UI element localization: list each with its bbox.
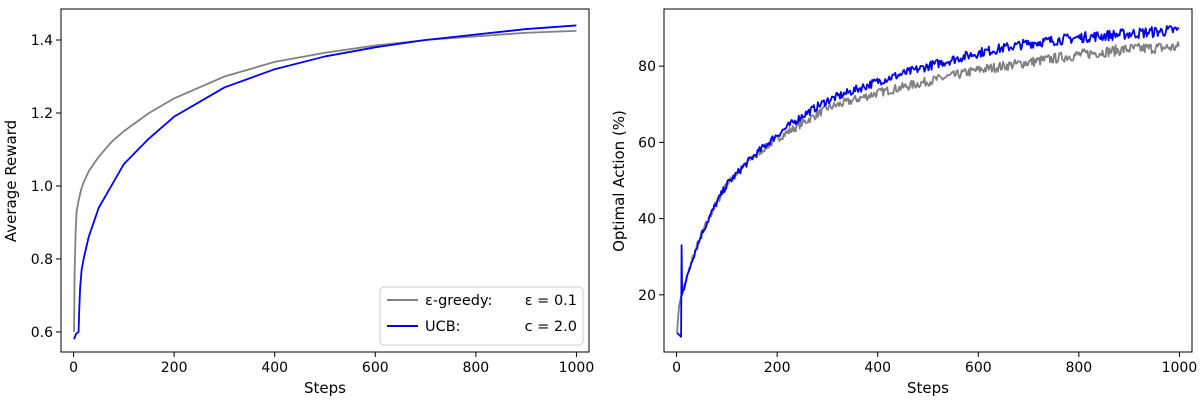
y-tick-label: 0.8 [31,252,53,268]
y-tick-label: 60 [638,135,656,151]
legend-param-epsilon-greedy: ε = 0.1 [525,293,577,309]
x-tick-label: 1000 [1162,360,1198,376]
series-line-0 [73,29,577,332]
legend-label-ucb: UCB: [425,319,461,335]
x-tick-label: 400 [864,360,891,376]
legend-param-ucb: c = 2.0 [525,319,577,335]
series-line-1 [73,24,577,340]
y-tick-label: 40 [638,212,656,228]
x-tick-label: 200 [161,360,188,376]
left-x-axis-label: Steps [304,379,346,397]
chart-optimal-action: 0 200 400 600 800 1000 20 40 60 80 Steps Optimal … [610,8,1197,397]
x-tick-label: 600 [965,360,992,376]
x-tick-label: 1000 [559,360,595,376]
x-tick-label: 600 [362,360,389,376]
left-y-axis-label: Average Reward [2,120,20,242]
left-ticks: 0 200 400 600 800 1000 0.6 0.8 1.0 1.2 1.4 [31,33,595,376]
chart-average-reward: 0 200 400 600 800 1000 0.6 0.8 1.0 1.2 1.4 Steps A… [2,8,595,397]
legend-box [379,286,584,346]
right-x-axis-label: Steps [907,379,949,397]
legend-label-epsilon-greedy: ε-greedy: [425,293,492,309]
legend: ε-greedy: ε = 0.1 UCB: c = 2.0 [379,286,584,346]
left-series [73,24,577,340]
x-tick-label: 200 [764,360,791,376]
right-series [676,25,1180,338]
x-tick-label: 400 [261,360,288,376]
y-tick-label: 1.0 [31,179,53,195]
x-tick-label: 800 [1065,360,1092,376]
x-tick-label: 0 [69,360,78,376]
y-tick-label: 80 [638,59,656,75]
series-line-1 [676,25,1180,338]
x-tick-label: 0 [672,360,681,376]
plot-area-right [663,8,1193,353]
y-tick-label: 1.2 [31,106,53,122]
right-ticks: 0 200 400 600 800 1000 20 40 60 80 [638,59,1197,376]
y-tick-label: 1.4 [31,33,53,49]
y-tick-label: 0.6 [31,325,53,341]
x-tick-label: 800 [462,360,489,376]
right-y-axis-label: Optimal Action (%) [610,110,628,252]
y-tick-label: 20 [638,288,656,304]
